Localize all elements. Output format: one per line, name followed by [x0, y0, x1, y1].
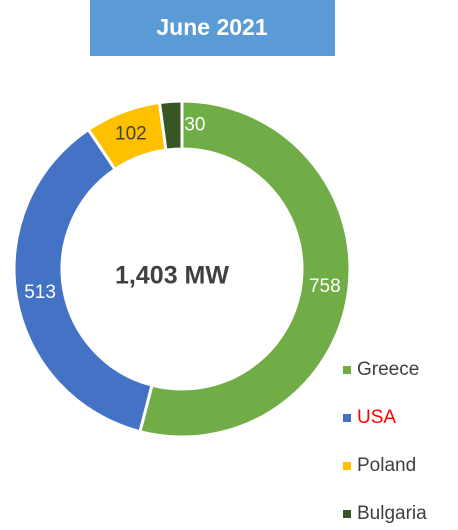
legend-swatch [343, 462, 351, 470]
legend-text: Greece [357, 359, 419, 380]
chart-title: June 2021 [156, 14, 267, 40]
legend-swatch [343, 366, 351, 374]
legend-text: Poland [357, 455, 416, 476]
legend-swatch [343, 510, 351, 518]
legend-text: USA [357, 407, 396, 428]
donut-slice [138, 99, 352, 439]
value-label: 513 [24, 282, 56, 303]
value-label: 102 [115, 123, 147, 144]
value-label: 30 [184, 115, 205, 136]
value-label: 758 [309, 276, 341, 297]
center-label: 1,403 MW [115, 262, 229, 290]
legend-swatch [343, 414, 351, 422]
donut-slice [157, 99, 184, 152]
donut-slice [12, 127, 154, 434]
title-box [90, 0, 335, 56]
legend-text: Bulgaria [357, 503, 427, 524]
